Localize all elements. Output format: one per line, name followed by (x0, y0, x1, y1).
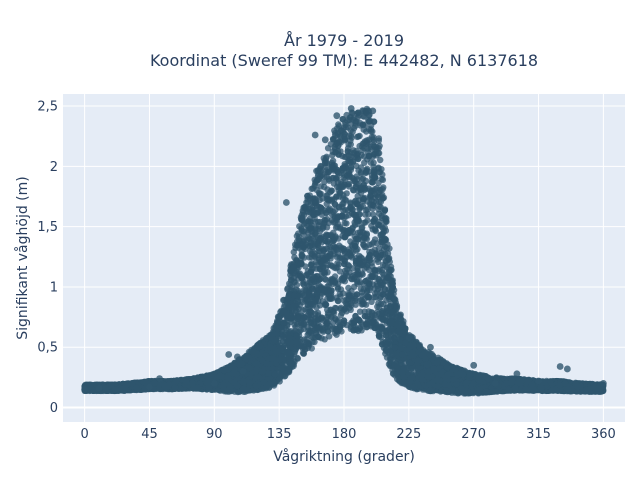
data-point (356, 132, 363, 140)
data-point (387, 263, 395, 270)
data-point (375, 135, 383, 142)
chart-title-line1: År 1979 - 2019 (284, 31, 404, 50)
data-point (337, 189, 344, 196)
data-point (361, 159, 368, 166)
chart-title-line2: Koordinat (Sweref 99 TM): E 442482, N 61… (150, 51, 538, 70)
data-point (323, 200, 330, 208)
data-point (341, 153, 348, 161)
data-point (378, 175, 385, 183)
data-point (356, 308, 364, 315)
data-points (81, 105, 607, 397)
